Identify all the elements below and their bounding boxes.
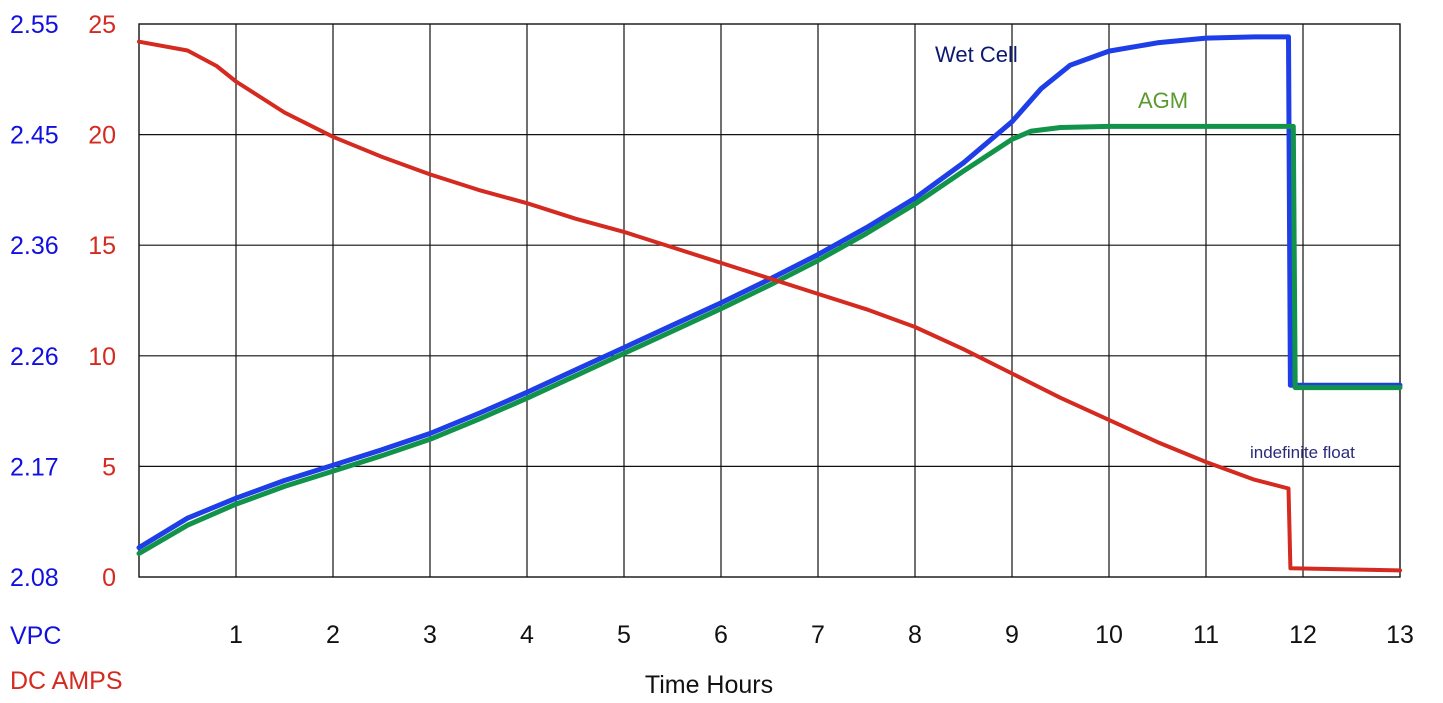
y-axis-ticks: 2.08 0 2.17 5 2.26 10 2.36 15 2.45 20 2.55 25 xyxy=(10,11,116,592)
annotation-indefinite-float: indefinite float xyxy=(1250,443,1355,462)
x-axis-ticks: 1 2 3 4 5 6 7 8 9 10 11 12 13 xyxy=(229,621,1414,649)
series-annotations: Wet Cell AGM indefinite float xyxy=(935,42,1355,462)
vpc-axis-label: VPC xyxy=(10,622,61,650)
x-tick-label: 13 xyxy=(1386,621,1414,649)
x-tick-label: 9 xyxy=(1005,621,1019,649)
vpc-tick-label: 2.45 xyxy=(10,122,59,150)
amps-tick-label: 10 xyxy=(88,343,116,371)
series-lines xyxy=(136,34,1403,573)
vpc-tick-label: 2.26 xyxy=(10,343,59,371)
series-line-wet-cell xyxy=(136,34,1403,551)
x-tick-label: 1 xyxy=(229,621,243,649)
plot-frame xyxy=(138,23,1401,578)
amps-tick-label: 20 xyxy=(88,122,116,150)
x-tick-label: 7 xyxy=(811,621,825,649)
x-tick-label: 6 xyxy=(714,621,728,649)
plot-grid xyxy=(138,23,1401,578)
dc-amps-axis-label: DC AMPS xyxy=(10,667,123,695)
x-tick-label: 11 xyxy=(1193,621,1219,649)
x-tick-label: 2 xyxy=(326,621,340,649)
x-tick-label: 5 xyxy=(617,621,631,649)
x-tick-label: 4 xyxy=(520,621,534,649)
x-tick-label: 12 xyxy=(1289,621,1317,649)
amps-tick-label: 25 xyxy=(88,11,116,39)
x-tick-label: 10 xyxy=(1095,621,1123,649)
x-tick-label: 3 xyxy=(423,621,437,649)
amps-tick-label: 15 xyxy=(88,232,116,260)
amps-tick-label: 5 xyxy=(102,453,116,481)
vpc-tick-label: 2.08 xyxy=(10,564,59,592)
series-line-agm xyxy=(136,123,1403,556)
x-tick-label: 8 xyxy=(908,621,922,649)
x-axis-label: Time Hours xyxy=(645,671,773,699)
vpc-tick-label: 2.55 xyxy=(10,11,59,39)
annotation-wet-cell: Wet Cell xyxy=(935,42,1018,67)
vpc-tick-label: 2.36 xyxy=(10,232,59,260)
amps-tick-label: 0 xyxy=(102,564,116,592)
vpc-tick-label: 2.17 xyxy=(10,453,59,481)
annotation-agm: AGM xyxy=(1138,88,1188,113)
series-line-dc-amps xyxy=(137,39,1402,573)
